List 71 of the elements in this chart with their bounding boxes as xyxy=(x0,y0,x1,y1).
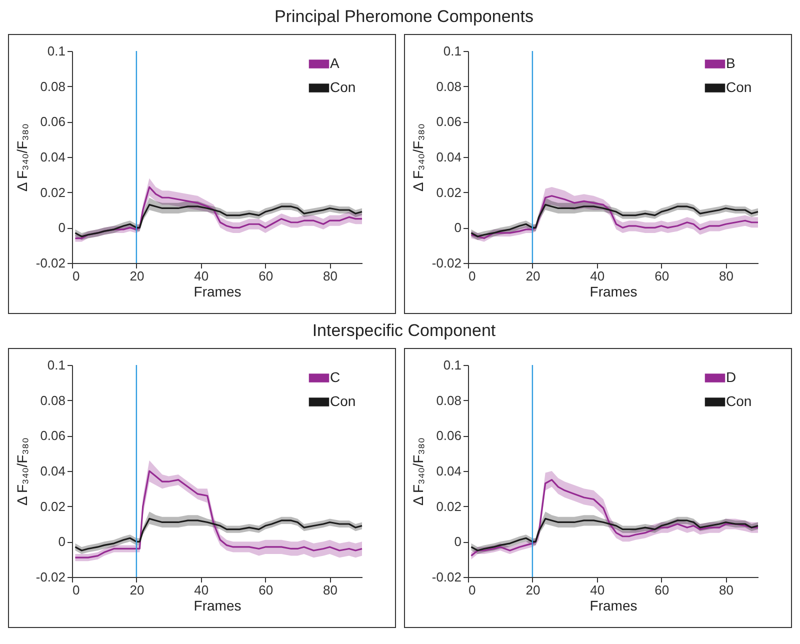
y-tick-label: 0.02 xyxy=(436,498,462,514)
x-tick-label: 40 xyxy=(590,268,605,284)
y-axis-title: Δ F₃₄₀/F₃₈₀ xyxy=(410,123,426,192)
x-tick-label: 40 xyxy=(194,268,209,284)
y-axis-title: Δ F₃₄₀/F₃₈₀ xyxy=(410,437,426,506)
x-tick-label: 80 xyxy=(323,268,338,284)
x-tick-label: 40 xyxy=(590,582,605,598)
y-tick-label: -0.02 xyxy=(432,570,462,584)
y-tick-label: 0.04 xyxy=(436,150,462,164)
legend-label: A xyxy=(330,55,340,71)
y-axis-title: Δ F₃₄₀/F₃₈₀ xyxy=(14,123,30,192)
y-tick-label: 0 xyxy=(58,220,66,236)
y-tick-label: 0 xyxy=(58,534,66,550)
y-tick-label: 0.08 xyxy=(436,78,462,94)
y-tick-label: 0.06 xyxy=(436,114,462,130)
y-tick-label: 0.04 xyxy=(436,464,462,478)
x-axis-title: Frames xyxy=(590,284,638,300)
y-tick-label: 0.1 xyxy=(47,358,66,372)
y-tick-label: -0.02 xyxy=(36,570,66,584)
y-tick-label: 0.02 xyxy=(40,184,66,200)
y-tick-label: 0.1 xyxy=(47,44,66,58)
x-tick-label: 60 xyxy=(654,268,670,284)
x-tick-label: 20 xyxy=(526,582,540,598)
x-tick-label: 60 xyxy=(258,582,274,598)
x-axis-title: Frames xyxy=(194,284,242,300)
x-tick-label: 60 xyxy=(258,268,274,284)
y-tick-label: 0.04 xyxy=(40,464,66,478)
x-tick-label: 60 xyxy=(654,582,670,598)
y-tick-label: 0.02 xyxy=(436,184,462,200)
legend-label: Con xyxy=(330,393,356,409)
y-tick-label: 0.06 xyxy=(40,428,66,444)
legend-label: Con xyxy=(726,393,752,409)
line-series xyxy=(74,518,363,552)
x-axis-title: Frames xyxy=(590,598,638,614)
line-series xyxy=(74,204,363,238)
y-axis-title: Δ F₃₄₀/F₃₈₀ xyxy=(14,437,30,506)
text: Interspecific Component xyxy=(311,320,497,342)
y-tick-label: 0.04 xyxy=(40,150,66,164)
y-tick-label: 0.08 xyxy=(40,392,66,408)
line-series xyxy=(74,186,363,240)
line-series xyxy=(470,204,759,238)
y-tick-label: 0.06 xyxy=(436,428,462,444)
y-tick-label: 0.1 xyxy=(443,44,462,58)
y-tick-label: 0.08 xyxy=(40,78,66,94)
y-tick-label: 0.08 xyxy=(436,392,462,408)
x-tick-label: 0 xyxy=(468,582,476,598)
y-tick-label: -0.02 xyxy=(432,256,462,270)
text: Principal Pheromone Components xyxy=(274,6,534,28)
x-tick-label: 20 xyxy=(130,582,144,598)
legend-label: D xyxy=(726,369,736,385)
x-tick-label: 80 xyxy=(719,268,734,284)
y-tick-label: 0.02 xyxy=(40,498,66,514)
y-tick-label: 0 xyxy=(454,534,462,550)
x-tick-label: 0 xyxy=(72,582,80,598)
legend-label: Con xyxy=(330,79,356,95)
x-tick-label: 0 xyxy=(72,268,80,284)
y-tick-label: 0.1 xyxy=(443,358,462,372)
legend-label: Con xyxy=(726,79,752,95)
x-axis-title: Frames xyxy=(194,598,242,614)
y-tick-label: -0.02 xyxy=(36,256,66,270)
y-tick-label: 0.06 xyxy=(40,114,66,130)
x-tick-label: 80 xyxy=(323,582,338,598)
line-series xyxy=(470,518,759,552)
legend-label: B xyxy=(726,55,736,71)
y-tick-label: 0 xyxy=(454,220,462,236)
x-tick-label: 20 xyxy=(526,268,540,284)
x-tick-label: 0 xyxy=(468,268,476,284)
x-tick-label: 20 xyxy=(130,268,144,284)
x-tick-label: 80 xyxy=(719,582,734,598)
legend-label: C xyxy=(330,369,340,385)
x-tick-label: 40 xyxy=(194,582,209,598)
